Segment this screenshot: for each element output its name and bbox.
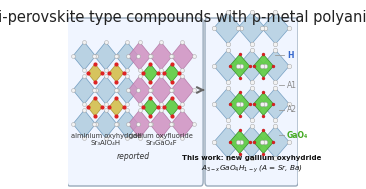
Polygon shape (262, 12, 289, 44)
Text: A1: A1 (287, 81, 297, 90)
Polygon shape (229, 130, 250, 153)
Polygon shape (128, 42, 151, 70)
Text: This work: new gallium oxyhydride: This work: new gallium oxyhydride (182, 155, 321, 161)
Polygon shape (73, 42, 96, 70)
Polygon shape (109, 64, 124, 82)
Polygon shape (143, 98, 158, 116)
Polygon shape (171, 42, 194, 70)
Polygon shape (87, 64, 102, 82)
Polygon shape (164, 64, 179, 82)
Polygon shape (94, 42, 117, 70)
Text: alminium oxyhydride: alminium oxyhydride (71, 133, 141, 139)
Polygon shape (214, 88, 242, 120)
Text: H: H (287, 50, 293, 60)
Polygon shape (238, 50, 265, 82)
Polygon shape (116, 110, 138, 138)
Polygon shape (238, 126, 265, 158)
Text: GaO₄: GaO₄ (287, 130, 308, 139)
Text: Sr₃GaO₄F: Sr₃GaO₄F (145, 140, 177, 146)
Polygon shape (73, 110, 96, 138)
Polygon shape (254, 92, 273, 115)
Text: Anti-perovskite type compounds with p-metal polyanions: Anti-perovskite type compounds with p-me… (0, 10, 366, 25)
Polygon shape (87, 98, 102, 116)
Polygon shape (116, 42, 138, 70)
Polygon shape (116, 76, 138, 104)
Polygon shape (254, 54, 273, 77)
Text: A2: A2 (287, 105, 297, 115)
Polygon shape (150, 76, 172, 104)
Polygon shape (214, 50, 242, 82)
Polygon shape (150, 42, 172, 70)
Text: reported: reported (117, 152, 150, 161)
Polygon shape (262, 88, 289, 120)
Polygon shape (143, 64, 158, 82)
Polygon shape (171, 76, 194, 104)
Polygon shape (254, 130, 273, 153)
Polygon shape (171, 110, 194, 138)
Polygon shape (238, 12, 265, 44)
Polygon shape (262, 50, 289, 82)
Polygon shape (73, 76, 96, 104)
FancyBboxPatch shape (205, 18, 298, 186)
Polygon shape (109, 98, 124, 116)
Polygon shape (94, 110, 117, 138)
Polygon shape (229, 54, 250, 77)
Polygon shape (128, 76, 151, 104)
Text: gallium oxyfluoride: gallium oxyfluoride (129, 133, 193, 139)
Polygon shape (128, 110, 151, 138)
Polygon shape (150, 110, 172, 138)
Polygon shape (238, 88, 265, 120)
Polygon shape (164, 98, 179, 116)
FancyBboxPatch shape (67, 18, 203, 186)
Polygon shape (262, 126, 289, 158)
Text: $A_{3-x}$GaO$_4$H$_{1-y}$ ($A$ = Sr, Ba): $A_{3-x}$GaO$_4$H$_{1-y}$ ($A$ = Sr, Ba) (201, 164, 303, 175)
Polygon shape (229, 92, 250, 115)
Polygon shape (94, 76, 117, 104)
Polygon shape (214, 126, 242, 158)
Polygon shape (214, 12, 242, 44)
Text: Sr₃AlO₄H: Sr₃AlO₄H (91, 140, 121, 146)
